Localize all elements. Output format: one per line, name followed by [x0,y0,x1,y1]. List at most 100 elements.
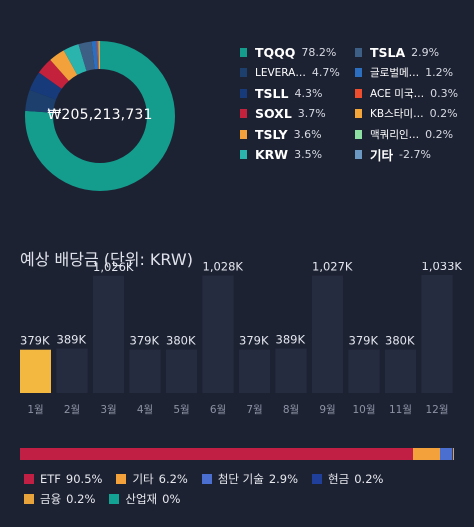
donut-slice-10[interactable] [25,41,175,191]
legend-item[interactable]: KRW 3.5% [240,145,340,166]
legend-swatch [355,47,362,57]
sector-name: ETF [40,472,61,486]
sector-name: 금융 [40,492,62,506]
sector-legend-row: 금융 0.2% 산업재 0% [24,489,464,509]
legend-swatch [355,129,362,139]
legend-value: 3.5% [294,148,323,162]
legend-swatch [355,88,362,98]
sector-segment[interactable] [20,448,413,460]
sector-value: 2.9% [268,472,299,486]
legend-item[interactable]: SOXL 3.7% [240,104,340,125]
sector-legend-item[interactable]: 첨단 기술 2.9% [201,471,299,487]
legend-value: 3.6% [293,127,322,141]
month-tick-label: 8월 [283,404,299,416]
legend-item[interactable]: TQQQ 78.2% [240,42,340,63]
sector-swatch [201,474,212,484]
legend-value: 0.2% [429,107,458,121]
sector-legend-item[interactable]: 기타 6.2% [116,471,188,487]
legend-name: 맥쿼리인… [370,128,420,141]
legend-name: 글로벌메… [370,67,420,80]
month-tick-label: 3월 [100,404,116,416]
legend-item[interactable]: 맥쿼리인… 0.2% [355,124,458,145]
dividend-value-label: 380K [385,334,415,348]
month-tick-label: 9월 [319,404,335,416]
legend-name: ACE 미국… [370,87,425,100]
sector-value: 90.5% [65,472,103,486]
donut-svg [25,41,175,191]
sector-swatch [116,474,127,484]
dividend-value-label: 379K [20,334,50,348]
sector-swatch [312,474,323,484]
sector-swatch [109,494,120,504]
portfolio-total-value: ₩205,213,731 [47,107,153,123]
dividend-section-title: 예상 배당금 (단위: KRW) [20,250,193,269]
sector-name: 현금 [328,472,350,486]
sector-segment[interactable] [453,448,454,460]
dividend-bar-5월[interactable] [166,349,197,393]
dividend-bar-4월[interactable] [129,349,161,393]
legend-value: 3.7% [297,107,326,121]
month-tick-label: 11월 [389,404,412,416]
month-tick-label: 2월 [64,404,80,416]
legend-name: TQQQ [255,44,296,60]
legend-item[interactable]: TSLL 4.3% [240,83,340,104]
sector-segment[interactable] [452,448,454,460]
legend-name: 기타 [370,148,394,164]
legend-value: 0.2% [425,127,454,141]
legend-name: LEVERA… [255,66,306,79]
dividend-bar-11월[interactable] [385,349,416,393]
legend-item[interactable]: KB스타미… 0.2% [355,104,458,125]
dividend-value-label: 379K [239,334,269,348]
sector-segment[interactable] [439,448,453,460]
sector-value: 6.2% [158,472,188,486]
dividend-bar-10월[interactable] [348,349,380,393]
dividend-bar-8월[interactable] [275,348,307,393]
legend-name: KB스타미… [370,108,424,121]
legend-name: TSLA [370,44,406,60]
legend-swatch [355,150,362,160]
legend-name: TSLL [255,85,289,101]
legend-value: 4.7% [311,66,340,80]
dividend-value-label: 1,026K [93,262,134,274]
legend-item[interactable]: LEVERA… 4.7% [240,63,340,84]
legend-swatch [240,129,247,139]
sector-legend-item[interactable]: ETF 90.5% [24,472,102,486]
legend-item[interactable]: ACE 미국… 0.3% [355,83,458,104]
legend-name: SOXL [255,106,292,122]
allocation-donut-chart[interactable]: ₩205,213,731 [25,41,175,191]
sector-segment[interactable] [412,448,440,460]
dividend-bar-2월[interactable] [56,348,88,393]
legend-item[interactable]: TSLA 2.9% [355,42,458,63]
dividend-value-label: 1,028K [203,262,244,274]
sector-legend-item[interactable]: 금융 0.2% [24,491,95,507]
legend-item[interactable]: 글로벌메… 1.2% [355,63,458,84]
legend-swatch [240,150,247,160]
sector-legend-item[interactable]: 현금 0.2% [312,471,383,487]
legend-swatch [355,109,362,119]
month-tick-label: 5월 [173,404,189,416]
month-tick-label: 7월 [246,404,262,416]
sector-name: 기타 [132,472,154,486]
dividend-bar-7월[interactable] [239,349,270,393]
sector-value: 0.2% [66,492,96,506]
dividend-bar-1월[interactable] [20,349,51,393]
sector-legend-row: ETF 90.5% 기타 6.2% 첨단 기술 2.9% 현금 0.2% [24,469,464,489]
legend-value: 78.2% [301,45,337,59]
month-tick-label: 10월 [352,404,375,416]
month-tick-label: 6월 [210,404,226,416]
dividend-bar-9월[interactable] [312,275,343,393]
legend-name: KRW [255,147,289,163]
legend-swatch [240,68,247,78]
sector-legend-item[interactable]: 산업재 0% [109,491,180,507]
sector-name: 첨단 기술 [217,472,264,486]
legend-value: 2.9% [411,45,440,59]
month-tick-label: 4월 [137,404,153,416]
dividend-bar-12월[interactable] [421,275,453,393]
dividend-bar-3월[interactable] [93,275,124,393]
legend-item[interactable]: 기타 -2.7% [355,145,458,166]
dividend-bar-6월[interactable] [202,275,234,393]
sector-value: 0% [162,492,181,506]
sector-swatch [24,474,34,484]
legend-value: -2.7% [399,148,431,162]
legend-item[interactable]: TSLY 3.6% [240,124,340,145]
